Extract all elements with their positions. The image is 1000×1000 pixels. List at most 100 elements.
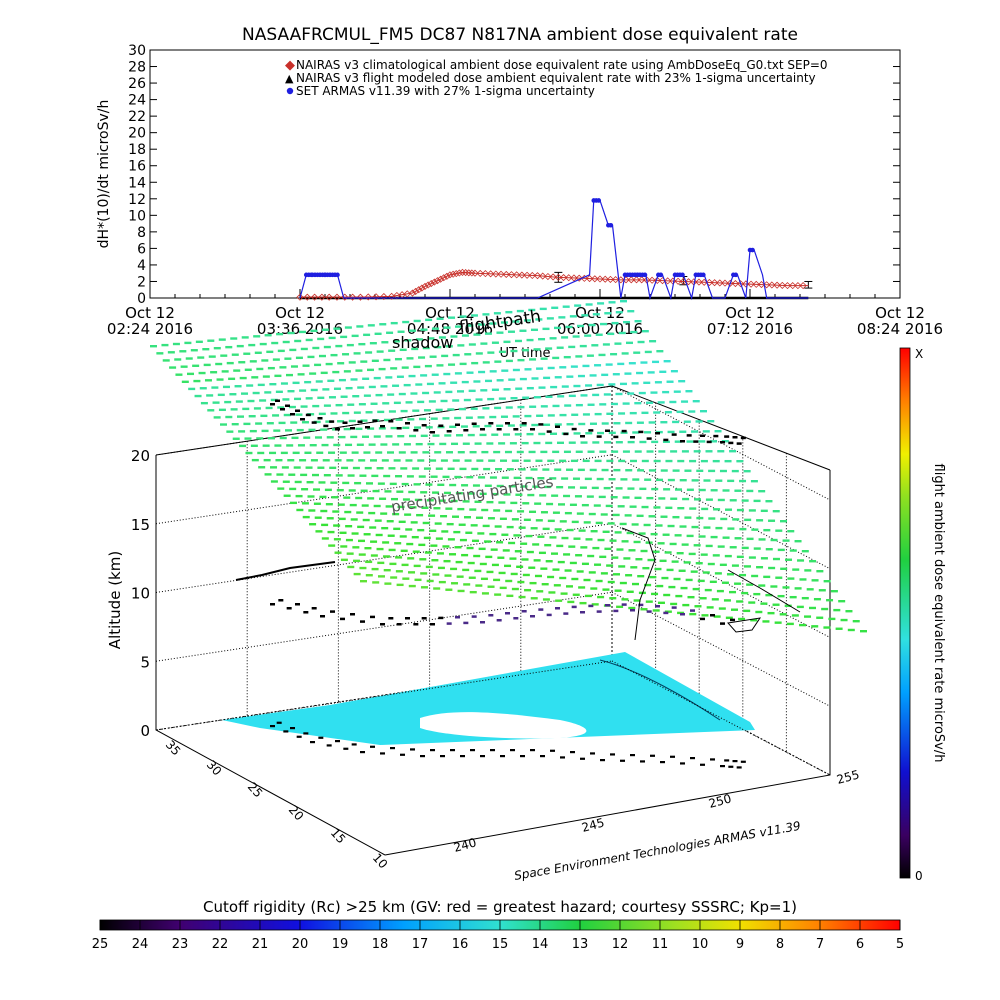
particle-dash xyxy=(670,497,678,500)
particle-dash xyxy=(522,348,530,352)
particle-dash xyxy=(323,404,331,407)
particle-dash xyxy=(259,399,267,402)
particle-dash xyxy=(753,547,761,550)
legend-label-1: NAIRAS v3 flight modeled dose ambient eq… xyxy=(296,71,816,85)
particle-dash xyxy=(607,332,615,336)
nairas-climatological-point xyxy=(575,274,583,282)
particle-dash xyxy=(584,594,592,598)
particle-dash xyxy=(457,344,465,347)
particle-dash xyxy=(402,320,410,324)
particle-dash xyxy=(646,450,654,453)
shadow-dash xyxy=(571,427,577,431)
particle-dash xyxy=(362,377,370,380)
particle-dash xyxy=(383,358,391,362)
particle-dash xyxy=(594,412,602,416)
particle-dash xyxy=(558,503,566,506)
particle-dash xyxy=(522,573,530,577)
particle-dash xyxy=(540,511,548,514)
particle-dash xyxy=(198,371,206,375)
particle-dash xyxy=(376,547,384,551)
shadow-dash xyxy=(446,430,452,433)
rigidity-tick-label: 24 xyxy=(132,937,149,952)
particle-dash xyxy=(661,576,669,580)
particle-dash xyxy=(340,335,348,339)
particle-dash xyxy=(607,580,615,584)
particle-dash xyxy=(456,434,464,437)
flight-dash xyxy=(496,619,502,622)
particle-dash xyxy=(409,329,417,332)
particle-dash xyxy=(602,530,610,533)
particle-dash xyxy=(309,372,317,375)
particle-dash xyxy=(370,402,378,405)
particle-dash xyxy=(721,440,729,443)
particle-dash xyxy=(421,506,429,509)
particle-dash xyxy=(690,570,698,573)
particle-dash xyxy=(744,518,752,522)
particle-dash xyxy=(218,408,226,412)
particle-dash xyxy=(400,409,408,413)
particle-dash xyxy=(457,589,465,593)
particle-dash xyxy=(561,536,569,540)
particle-dash xyxy=(471,361,479,365)
particle-dash xyxy=(377,482,385,485)
nairas-climatological-point xyxy=(601,275,609,283)
nairas-climatological-point xyxy=(372,293,380,301)
particle-dash xyxy=(384,582,392,585)
particle-dash xyxy=(221,370,229,373)
particle-dash xyxy=(374,332,382,336)
particle-dash xyxy=(611,556,619,559)
shadow-dash xyxy=(290,413,295,416)
particle-dash xyxy=(377,410,385,414)
aircraft-marker xyxy=(727,617,762,633)
particle-dash xyxy=(748,601,756,604)
particle-dash xyxy=(321,443,329,447)
particle-dash xyxy=(506,594,514,598)
particle-dash xyxy=(433,507,441,510)
particle-dash xyxy=(785,558,793,561)
particle-dash xyxy=(530,527,538,530)
nairas-climatological-point xyxy=(799,282,807,290)
particle-dash xyxy=(649,575,657,579)
particle-dash xyxy=(476,459,484,462)
particle-dash xyxy=(840,618,848,622)
particle-dash xyxy=(343,370,351,373)
nairas-climatological-point xyxy=(737,280,745,288)
particle-dash xyxy=(445,345,453,348)
ground-dash xyxy=(380,752,385,755)
particle-dash xyxy=(505,359,513,363)
particle-dash xyxy=(680,586,688,590)
particle-dash xyxy=(477,323,485,326)
flight-dash xyxy=(405,617,410,620)
shadow-dash xyxy=(706,440,712,444)
particle-dash xyxy=(443,491,451,495)
particle-dash xyxy=(584,334,592,337)
shadow-label: shadow xyxy=(392,333,453,352)
particle-dash xyxy=(678,569,686,572)
particle-dash xyxy=(547,459,555,462)
particle-dash xyxy=(520,485,528,488)
ground-dash xyxy=(470,749,475,752)
particle-dash xyxy=(702,571,710,574)
particle-dash xyxy=(508,485,516,488)
flight-dash xyxy=(278,599,284,602)
particle-dash xyxy=(328,336,336,340)
flight-dash xyxy=(330,610,335,613)
dose-chart-title: NASAAFRCMUL_FM5 DC87 N817NA ambient dose… xyxy=(242,25,798,45)
particle-dash xyxy=(374,519,382,522)
particle-dash xyxy=(612,513,620,517)
particle-dash xyxy=(448,363,456,366)
particle-dash xyxy=(501,476,509,479)
particle-dash xyxy=(683,561,691,564)
particle-dash xyxy=(528,308,536,312)
particle-dash xyxy=(228,377,236,381)
particle-dash xyxy=(554,528,562,531)
particle-dash xyxy=(545,560,553,563)
particle-dash xyxy=(664,610,672,613)
particle-dash xyxy=(295,494,303,498)
particle-dash xyxy=(563,553,571,556)
ground-dash xyxy=(480,755,485,758)
particle-dash xyxy=(730,608,738,611)
particle-dash xyxy=(410,451,418,454)
particle-dash xyxy=(415,383,423,386)
particle-dash xyxy=(531,377,539,380)
